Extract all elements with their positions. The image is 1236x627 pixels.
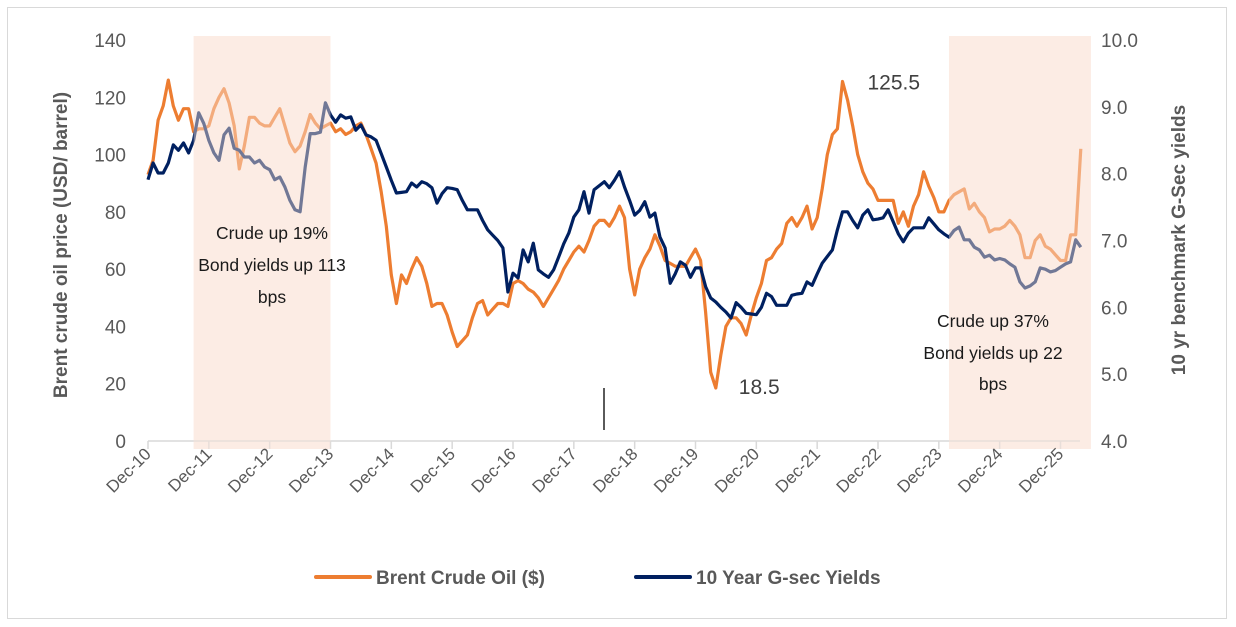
x-tick-label: Dec-18	[589, 444, 641, 496]
series-line-gsec	[146, 101, 1083, 320]
period-annotation: Bond yields up 22	[923, 343, 1062, 363]
left-axis-title: Brent crude oil price (USD/ barrel)	[51, 92, 72, 398]
y-left-tick-label: 20	[105, 375, 126, 396]
x-tick-label: Dec-22	[833, 444, 885, 496]
y-right-tick-label: 5.0	[1101, 365, 1127, 386]
x-tick-label: Dec-17	[528, 444, 580, 496]
x-tick-label: Dec-12	[224, 444, 276, 496]
period-annotation: Crude up 37%	[937, 311, 1049, 331]
x-tick-label: Dec-21	[772, 444, 824, 496]
x-tick-label: Dec-14	[346, 444, 398, 496]
period-annotation: Crude up 19%	[216, 223, 328, 243]
y-left-tick-label: 120	[94, 88, 126, 109]
x-tick-label: Dec-25	[1015, 444, 1067, 496]
data-label: 125.5	[868, 72, 921, 95]
y-left-tick-label: 100	[94, 146, 126, 167]
data-label: 18.5	[739, 376, 780, 399]
shaded-period-overlay-1	[948, 36, 1091, 449]
x-tick-label: Dec-15	[407, 444, 459, 496]
y-right-tick-label: 4.0	[1101, 432, 1127, 453]
right-axis-title: 10 yr benchmark G-Sec yields	[1169, 105, 1190, 375]
shaded-period-overlay-0	[193, 36, 331, 449]
x-tick-label: Dec-19	[650, 444, 702, 496]
y-right-tick-label: 9.0	[1101, 98, 1127, 119]
y-left-tick-label: 0	[115, 432, 126, 453]
x-tick-label: Dec-24	[954, 444, 1006, 496]
x-tick-label: Dec-13	[285, 444, 337, 496]
y-left-tick-label: 40	[105, 317, 126, 338]
legend: Brent Crude Oil ($) 10 Year G-sec Yields	[314, 568, 881, 589]
period-annotation: bps	[258, 287, 286, 307]
x-tick-label: Dec-10	[103, 444, 155, 496]
y-left-tick-label: 60	[105, 260, 126, 281]
y-right-tick-label: 8.0	[1101, 165, 1127, 186]
y-left-tick-label: 80	[105, 203, 126, 224]
legend-label-brent: Brent Crude Oil ($)	[376, 568, 545, 589]
x-tick-label: Dec-23	[893, 444, 945, 496]
legend-label-gsec: 10 Year G-sec Yields	[696, 568, 881, 589]
series-line-brent	[146, 78, 1083, 390]
period-annotation: Bond yields up 113	[198, 255, 346, 275]
x-tick-label: Dec-20	[711, 444, 763, 496]
y-right-tick-label: 6.0	[1101, 298, 1127, 319]
chart-frame	[7, 7, 1227, 619]
y-right-tick-label: 10.0	[1101, 31, 1138, 52]
y-right-tick-label: 7.0	[1101, 232, 1127, 253]
period-annotation: bps	[979, 374, 1007, 394]
y-left-tick-label: 140	[94, 31, 126, 52]
x-tick-label: Dec-11	[164, 444, 215, 495]
x-tick-label: Dec-16	[468, 444, 520, 496]
